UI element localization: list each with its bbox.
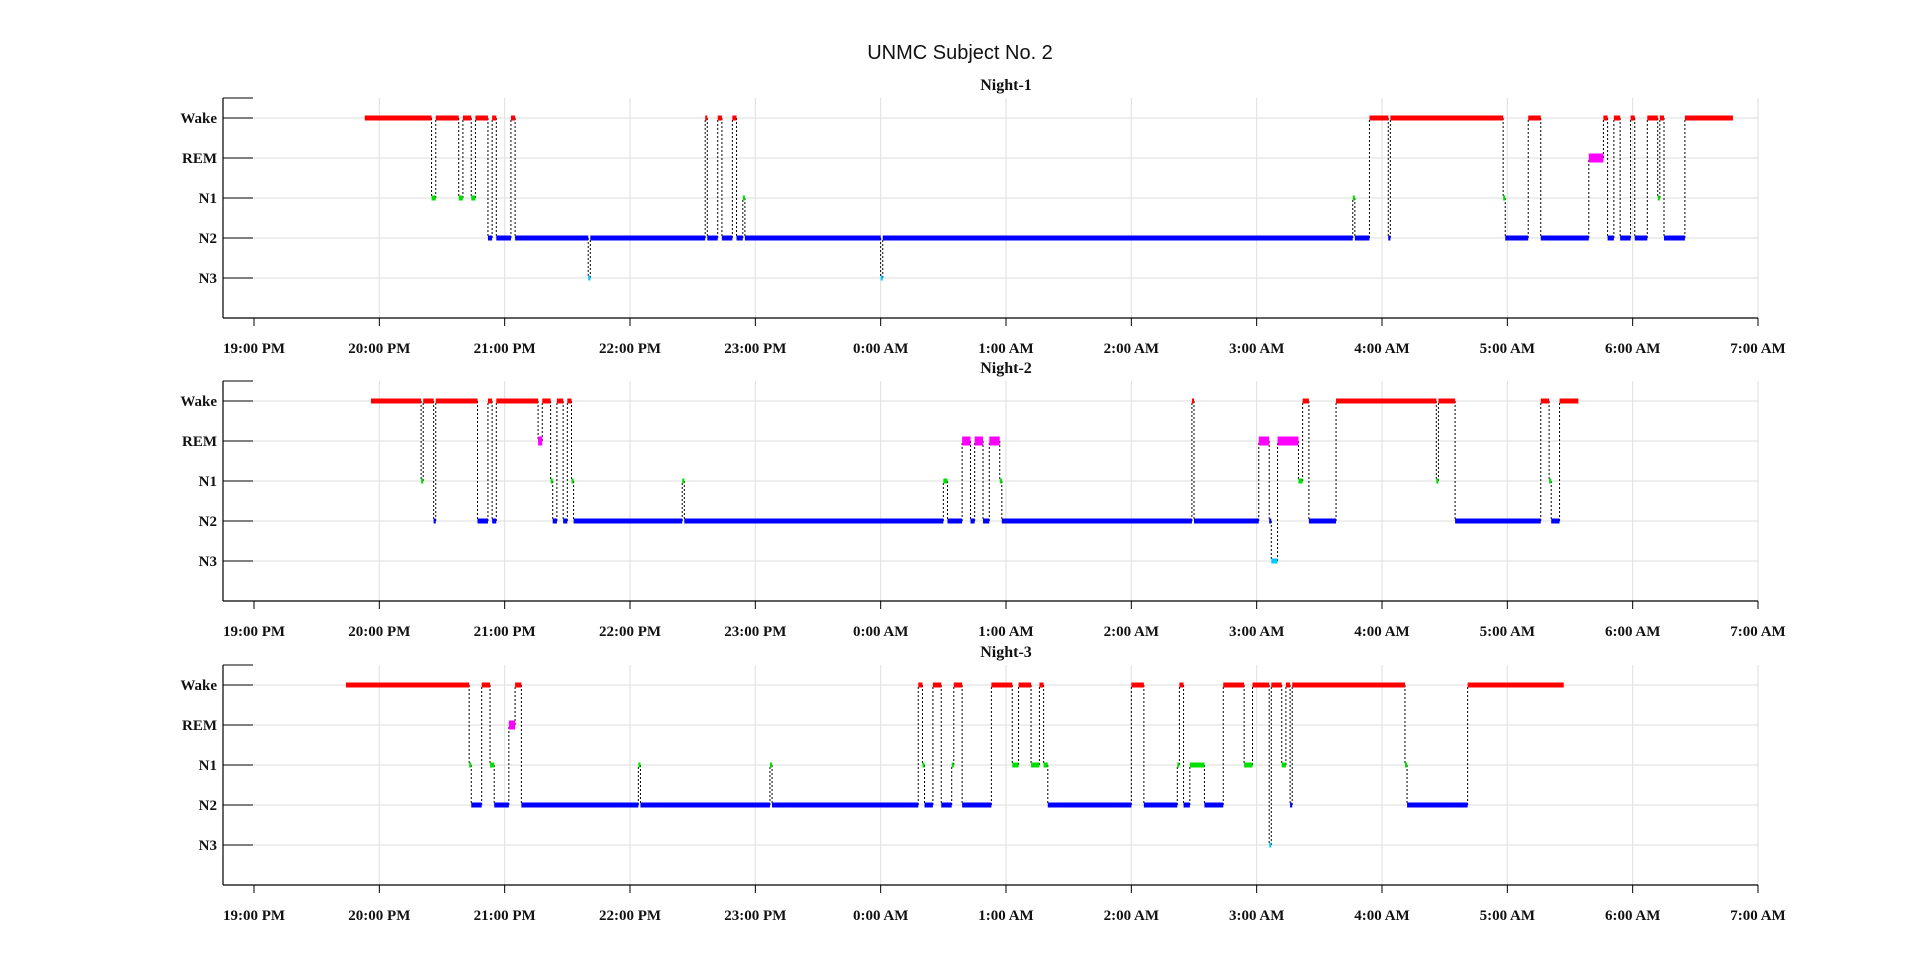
x-tick-label: 1:00 AM bbox=[978, 908, 1033, 924]
x-tick-label: 1:00 AM bbox=[978, 341, 1033, 357]
x-tick-label: 21:00 PM bbox=[474, 341, 536, 357]
x-tick-label: 22:00 PM bbox=[599, 624, 661, 640]
x-tick-label: 20:00 PM bbox=[348, 341, 410, 357]
x-tick-label: 4:00 AM bbox=[1354, 624, 1409, 640]
y-tick-label: N1 bbox=[199, 474, 217, 490]
y-tick-label: Wake bbox=[180, 111, 217, 127]
y-tick-label: REM bbox=[182, 151, 217, 167]
x-tick-label: 23:00 PM bbox=[724, 341, 786, 357]
x-tick-label: 5:00 AM bbox=[1480, 341, 1535, 357]
x-tick-label: 19:00 PM bbox=[223, 908, 285, 924]
x-tick-label: 3:00 AM bbox=[1229, 908, 1284, 924]
figure-title: UNMC Subject No. 2 bbox=[867, 42, 1053, 64]
x-tick-label: 6:00 AM bbox=[1605, 908, 1660, 924]
y-tick-label: N1 bbox=[199, 191, 217, 207]
y-tick-label: N1 bbox=[199, 758, 217, 774]
y-tick-label: Wake bbox=[180, 678, 217, 694]
y-tick-label: N2 bbox=[199, 231, 217, 247]
panel-title: Night-1 bbox=[980, 77, 1032, 94]
x-tick-label: 2:00 AM bbox=[1104, 624, 1159, 640]
x-tick-label: 2:00 AM bbox=[1104, 908, 1159, 924]
panel-title: Night-3 bbox=[980, 644, 1032, 661]
x-tick-label: 6:00 AM bbox=[1605, 624, 1660, 640]
x-tick-label: 7:00 AM bbox=[1730, 908, 1785, 924]
x-tick-label: 23:00 PM bbox=[724, 624, 786, 640]
panel-title: Night-2 bbox=[980, 360, 1032, 377]
x-tick-label: 21:00 PM bbox=[474, 908, 536, 924]
x-tick-label: 0:00 AM bbox=[853, 341, 908, 357]
x-tick-label: 23:00 PM bbox=[724, 908, 786, 924]
x-tick-label: 20:00 PM bbox=[348, 908, 410, 924]
x-tick-label: 7:00 AM bbox=[1730, 341, 1785, 357]
x-tick-label: 5:00 AM bbox=[1480, 624, 1535, 640]
x-tick-label: 3:00 AM bbox=[1229, 341, 1284, 357]
y-tick-label: N3 bbox=[199, 554, 217, 570]
y-tick-label: N3 bbox=[199, 271, 217, 287]
x-tick-label: 20:00 PM bbox=[348, 624, 410, 640]
x-tick-label: 5:00 AM bbox=[1480, 908, 1535, 924]
x-tick-label: 0:00 AM bbox=[853, 908, 908, 924]
y-tick-label: N3 bbox=[199, 838, 217, 854]
x-tick-label: 19:00 PM bbox=[223, 341, 285, 357]
y-tick-label: REM bbox=[182, 434, 217, 450]
x-tick-label: 4:00 AM bbox=[1354, 908, 1409, 924]
x-tick-label: 3:00 AM bbox=[1229, 624, 1284, 640]
y-tick-label: N2 bbox=[199, 514, 217, 530]
y-tick-label: Wake bbox=[180, 394, 217, 410]
x-tick-label: 22:00 PM bbox=[599, 908, 661, 924]
x-tick-label: 21:00 PM bbox=[474, 624, 536, 640]
y-tick-label: REM bbox=[182, 718, 217, 734]
x-tick-label: 22:00 PM bbox=[599, 341, 661, 357]
x-tick-label: 0:00 AM bbox=[853, 624, 908, 640]
x-tick-label: 19:00 PM bbox=[223, 624, 285, 640]
x-tick-label: 1:00 AM bbox=[978, 624, 1033, 640]
x-tick-label: 6:00 AM bbox=[1605, 341, 1660, 357]
x-tick-label: 7:00 AM bbox=[1730, 624, 1785, 640]
y-tick-label: N2 bbox=[199, 798, 217, 814]
x-tick-label: 2:00 AM bbox=[1104, 341, 1159, 357]
x-tick-label: 4:00 AM bbox=[1354, 341, 1409, 357]
